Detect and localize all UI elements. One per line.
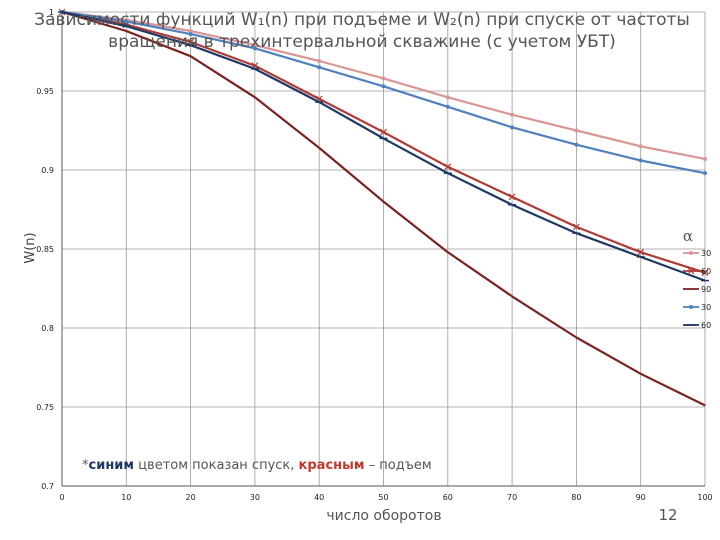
data-point xyxy=(704,404,706,407)
tick-labels: 0 10 20 30 40 50 60 70 80 90 100 0.7 0.75 0.8 0.85 0.9 0… xyxy=(36,8,712,502)
axes xyxy=(61,12,705,487)
data-point xyxy=(447,251,449,253)
data-point xyxy=(382,201,385,203)
x-tick-label: 10 xyxy=(121,493,131,502)
chart-title-line-1: Зависимости функций W₁(n) при подъеме и … xyxy=(34,10,690,30)
data-point xyxy=(254,96,256,98)
x-tick-label: 60 xyxy=(443,493,453,502)
x-tick-label: 70 xyxy=(507,493,517,502)
data-point xyxy=(124,19,129,24)
data-point xyxy=(445,104,450,109)
series-group xyxy=(58,8,709,407)
data-point xyxy=(252,46,257,51)
data-point xyxy=(701,269,709,277)
data-point xyxy=(640,373,642,375)
data-point xyxy=(638,144,643,149)
data-point xyxy=(380,128,387,136)
data-point xyxy=(703,156,707,161)
x-tick-label: 50 xyxy=(378,493,388,502)
data-point xyxy=(689,305,693,309)
grid xyxy=(61,11,706,487)
data-point xyxy=(510,125,515,130)
legend-title: α xyxy=(683,227,693,245)
data-point xyxy=(574,142,579,147)
data-point xyxy=(188,28,193,33)
data-point xyxy=(511,295,513,297)
data-point xyxy=(444,163,452,171)
x-axis-label: число оборотов xyxy=(326,508,441,524)
data-point xyxy=(637,248,645,256)
data-point xyxy=(572,223,580,231)
data-point xyxy=(252,43,257,48)
y-tick-label: 0.9 xyxy=(41,166,54,175)
legend-label: 30 xyxy=(701,303,711,312)
data-point xyxy=(687,267,695,275)
y-tick-label: 0.8 xyxy=(41,324,54,333)
data-point xyxy=(703,171,707,176)
data-point xyxy=(188,32,193,37)
legend: α 30 60 90 30 60 xyxy=(683,227,711,330)
series-4-group xyxy=(58,10,709,282)
data-point xyxy=(317,65,322,70)
legend-label: 30 xyxy=(701,249,711,258)
data-point xyxy=(381,76,386,81)
data-point xyxy=(574,128,579,133)
data-point xyxy=(381,84,386,89)
data-point xyxy=(318,147,320,149)
footnote-middle: цветом показан спуск, xyxy=(134,458,299,473)
y-tick-label: 0.85 xyxy=(36,245,54,254)
y-tick-label: 0.75 xyxy=(36,403,54,412)
data-point xyxy=(508,193,516,201)
data-point xyxy=(317,58,322,63)
data-point xyxy=(690,288,692,290)
footnote: *синим цветом показан спуск, красным – п… xyxy=(82,458,432,473)
data-point xyxy=(689,251,693,255)
footnote-blue-word: синим xyxy=(89,458,135,473)
x-tick-label: 0 xyxy=(59,493,64,502)
data-point xyxy=(510,112,515,117)
data-point xyxy=(445,95,450,100)
data-point xyxy=(125,30,127,32)
y-tick-label: 0.7 xyxy=(41,482,54,491)
legend-label: 60 xyxy=(701,267,711,276)
legend-label: 90 xyxy=(701,285,711,294)
page-number: 12 xyxy=(658,506,677,524)
x-tick-label: 90 xyxy=(636,493,646,502)
x-tick-label: 30 xyxy=(250,493,260,502)
legend-label: 60 xyxy=(701,321,711,330)
y-axis-label: W(n) xyxy=(23,232,38,263)
x-tick-label: 20 xyxy=(186,493,196,502)
chart-title-line-2: вращения в трехинтервальной скважине (с … xyxy=(108,32,616,52)
data-point xyxy=(190,55,192,57)
data-point xyxy=(575,336,578,339)
x-tick-label: 100 xyxy=(697,493,712,502)
data-point xyxy=(638,158,643,163)
footnote-prefix: * xyxy=(82,458,89,473)
y-tick-label: 1 xyxy=(49,8,54,17)
footnote-suffix: – подъем xyxy=(365,458,432,473)
x-tick-label: 80 xyxy=(571,493,581,502)
footnote-red-word: красным xyxy=(299,458,365,473)
y-tick-label: 0.95 xyxy=(36,87,54,96)
x-tick-label: 40 xyxy=(314,493,324,502)
